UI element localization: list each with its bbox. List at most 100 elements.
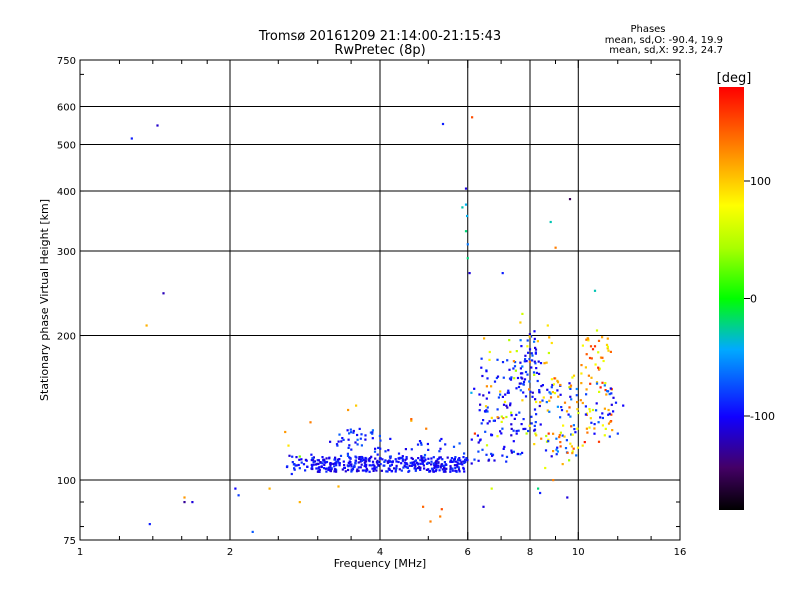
- data-point: [502, 403, 506, 406]
- data-point: [354, 455, 357, 458]
- data-point: [593, 427, 596, 430]
- data-point: [359, 466, 362, 469]
- data-point: [526, 339, 529, 342]
- data-point: [534, 351, 537, 354]
- data-point: [360, 444, 363, 447]
- data-point: [357, 469, 360, 472]
- data-point: [430, 467, 434, 470]
- data-point: [418, 467, 422, 470]
- data-point: [521, 451, 524, 454]
- data-point: [454, 456, 457, 459]
- data-point: [350, 465, 353, 468]
- data-point: [290, 472, 293, 476]
- data-point: [549, 396, 553, 399]
- data-point: [336, 444, 339, 447]
- data-point: [562, 424, 565, 427]
- data-point: [595, 329, 599, 332]
- data-point: [357, 461, 360, 464]
- data-point: [547, 438, 550, 441]
- data-point: [580, 372, 583, 375]
- data-point: [581, 401, 584, 405]
- data-point: [316, 459, 319, 462]
- data-point: [439, 465, 442, 468]
- data-point: [530, 366, 533, 369]
- x-tick-label: 6: [465, 547, 471, 558]
- data-point: [439, 515, 442, 518]
- data-point: [302, 463, 306, 466]
- data-point: [364, 434, 367, 437]
- data-point: [585, 393, 588, 396]
- data-point: [398, 468, 401, 471]
- data-point: [341, 468, 344, 471]
- data-point: [556, 379, 559, 382]
- data-point: [559, 393, 562, 396]
- data-point: [318, 466, 321, 469]
- data-point: [368, 470, 371, 473]
- data-point: [528, 360, 531, 363]
- data-point: [342, 460, 345, 463]
- data-point: [453, 457, 456, 460]
- data-point: [587, 337, 590, 340]
- data-point: [533, 408, 537, 411]
- data-point: [548, 399, 551, 402]
- data-point: [545, 440, 549, 443]
- data-point: [390, 460, 393, 463]
- colorbar-tick-label: 100: [750, 175, 771, 188]
- data-point: [359, 460, 362, 463]
- data-point: [510, 434, 513, 437]
- data-point: [527, 351, 530, 354]
- data-point: [389, 455, 392, 458]
- phase-stats-x: mean, sd,X: 92.3, 24.7: [609, 45, 723, 56]
- data-point: [419, 459, 422, 462]
- data-point: [490, 385, 493, 388]
- data-point: [337, 485, 340, 488]
- data-point: [513, 365, 517, 368]
- data-point: [325, 460, 329, 464]
- data-point: [454, 460, 457, 463]
- data-point: [338, 464, 341, 467]
- data-point: [394, 470, 397, 473]
- data-point: [555, 453, 558, 456]
- data-point: [533, 360, 536, 363]
- data-point: [509, 402, 512, 405]
- data-point: [339, 454, 343, 457]
- data-point: [344, 470, 347, 473]
- data-point: [429, 520, 432, 523]
- data-point: [324, 467, 327, 470]
- data-point: [379, 439, 382, 442]
- data-point: [389, 464, 392, 467]
- data-point: [458, 442, 461, 445]
- data-point: [470, 438, 473, 441]
- data-point: [293, 463, 296, 466]
- data-point: [481, 374, 484, 378]
- data-point: [416, 443, 420, 446]
- data-point: [294, 464, 297, 467]
- phases-header: Phases: [630, 24, 665, 35]
- data-point: [373, 464, 376, 468]
- data-point: [478, 393, 481, 396]
- data-point: [251, 530, 254, 533]
- data-point: [338, 433, 341, 436]
- data-point: [534, 362, 537, 365]
- data-point: [438, 450, 441, 453]
- data-point: [518, 382, 521, 385]
- data-point: [576, 427, 579, 430]
- data-point: [351, 469, 354, 472]
- data-point: [405, 457, 408, 460]
- data-point: [605, 343, 609, 346]
- data-point: [585, 353, 588, 356]
- data-point: [530, 352, 533, 355]
- data-point: [371, 437, 374, 440]
- data-point: [589, 410, 592, 413]
- data-point: [516, 452, 519, 456]
- data-point: [606, 337, 609, 340]
- data-point: [593, 289, 597, 292]
- data-point: [347, 461, 350, 464]
- data-point: [590, 421, 593, 424]
- data-point: [417, 462, 420, 465]
- data-point: [368, 464, 371, 467]
- data-point: [403, 465, 406, 468]
- data-point: [482, 394, 485, 397]
- data-point: [429, 469, 432, 473]
- data-point: [506, 406, 509, 409]
